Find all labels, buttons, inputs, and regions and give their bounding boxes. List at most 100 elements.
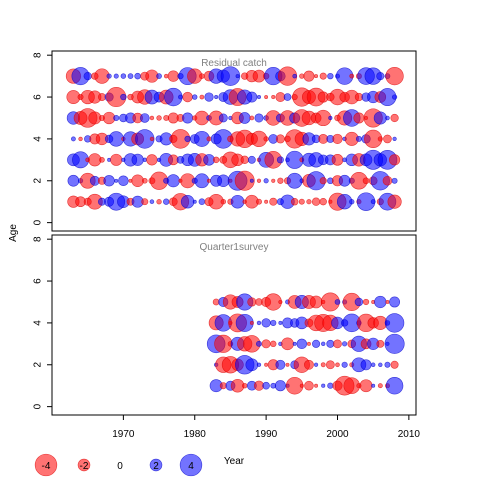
bubble — [391, 177, 398, 184]
bubble — [67, 174, 80, 187]
bubble — [142, 157, 147, 163]
y-tick-label: 6 — [33, 94, 44, 100]
y-tick-label: 6 — [33, 278, 44, 284]
x-tick-label: 1990 — [255, 429, 278, 440]
bubble — [314, 383, 319, 388]
bubble — [349, 73, 355, 79]
bubble — [113, 73, 119, 79]
bubble — [217, 174, 230, 187]
bubble — [325, 360, 335, 370]
bubble — [106, 73, 112, 79]
bubble — [149, 136, 155, 142]
bubble — [141, 198, 149, 206]
bubble — [212, 156, 220, 164]
bubble — [382, 175, 393, 186]
bubble — [118, 175, 129, 187]
bubble — [270, 319, 277, 326]
bubble — [309, 295, 323, 309]
bubble — [304, 380, 314, 391]
bubble — [355, 135, 362, 142]
bubble — [218, 113, 228, 123]
legend-bubble — [149, 458, 163, 472]
bubble — [362, 298, 370, 306]
bubble — [238, 112, 251, 124]
bubble — [184, 135, 191, 143]
bubble — [199, 94, 205, 100]
bubble — [256, 340, 262, 347]
legend-label: 4 — [188, 461, 194, 472]
legend-label: -4 — [42, 461, 51, 472]
bubble — [198, 198, 206, 205]
bubble — [163, 198, 170, 205]
legend-bubble — [34, 453, 58, 477]
bubble — [264, 95, 269, 99]
bubble — [271, 95, 276, 100]
bubble — [391, 94, 398, 100]
bubble — [328, 115, 333, 121]
bubble — [299, 383, 304, 388]
bubble — [376, 339, 385, 348]
bubble — [269, 197, 278, 206]
bubble — [180, 194, 195, 209]
bubble — [249, 115, 255, 121]
bubble — [256, 178, 262, 183]
legend-label: -2 — [80, 461, 89, 472]
bubble — [321, 383, 326, 388]
y-tick-label: 0 — [33, 403, 44, 409]
bubble — [263, 178, 269, 184]
y-tick-label: 8 — [33, 52, 44, 58]
bubble — [146, 154, 158, 166]
bubble — [312, 339, 321, 348]
bubble — [313, 362, 319, 367]
bubble — [360, 359, 372, 371]
bubble — [298, 198, 305, 205]
bubble — [240, 155, 249, 164]
bubble — [83, 72, 92, 81]
bubble — [338, 174, 351, 187]
bubble — [276, 156, 284, 164]
bubble — [275, 134, 285, 144]
bubble — [182, 91, 193, 103]
bubble — [230, 194, 245, 209]
bubble — [377, 383, 383, 389]
legend-label: 0 — [117, 461, 123, 472]
bubble — [163, 73, 169, 79]
bubble — [256, 362, 262, 367]
bubble — [120, 93, 127, 101]
bubble — [376, 72, 385, 81]
bubble — [387, 194, 402, 209]
bubble — [220, 198, 227, 205]
panel-frame — [51, 50, 417, 232]
bubble — [390, 113, 399, 123]
bubble — [99, 157, 105, 163]
bubble — [320, 362, 326, 368]
bubble — [311, 197, 321, 206]
bubble — [203, 154, 215, 166]
bubble — [192, 94, 198, 100]
bubble — [292, 341, 297, 346]
bubble — [383, 134, 392, 144]
x-axis-title: Year — [224, 456, 245, 467]
bubble — [234, 170, 255, 191]
bubble — [78, 136, 83, 142]
bubble — [378, 362, 383, 367]
bubble — [256, 320, 262, 326]
bubble — [135, 129, 155, 149]
bubble — [262, 381, 270, 390]
bubble — [127, 73, 134, 79]
bubble — [264, 362, 269, 367]
bubble — [235, 74, 240, 79]
bubble — [349, 199, 355, 205]
bubble — [149, 199, 155, 204]
bubble — [70, 136, 76, 142]
bubble — [321, 341, 326, 347]
bubble — [392, 136, 397, 142]
bubble — [278, 320, 283, 325]
bubble — [370, 362, 376, 367]
x-tick-label: 1980 — [184, 429, 207, 440]
bubble — [113, 114, 120, 121]
bubble — [220, 66, 241, 86]
bubble — [249, 320, 254, 325]
bubble — [275, 359, 286, 370]
